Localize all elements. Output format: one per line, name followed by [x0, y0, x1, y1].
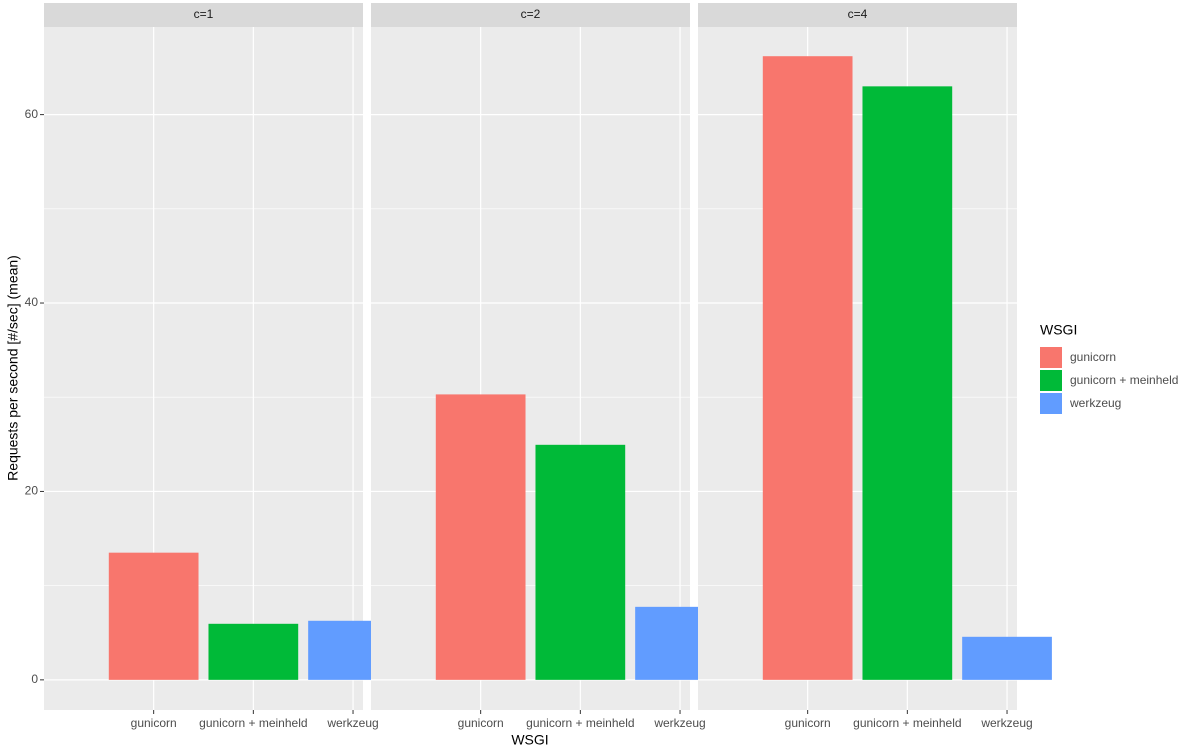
- x-tick-label: gunicorn + meinheld: [199, 716, 307, 730]
- x-tick-label: gunicorn: [131, 716, 177, 730]
- bar: [862, 86, 953, 680]
- legend-key: [1040, 393, 1062, 414]
- legend-label: gunicorn + meinheld: [1070, 373, 1178, 387]
- y-tick-label: 60: [25, 107, 39, 121]
- legend-label: werkzeug: [1069, 396, 1121, 410]
- x-tick-label: werkzeug: [326, 716, 378, 730]
- y-tick-label: 0: [31, 672, 38, 686]
- y-axis-title: Requests per second [#/sec] (mean): [5, 255, 21, 481]
- legend-key: [1040, 370, 1062, 391]
- bar: [962, 636, 1052, 680]
- bar: [435, 394, 526, 680]
- bar: [208, 623, 299, 680]
- x-tick-label: gunicorn: [458, 716, 504, 730]
- bar: [108, 552, 199, 680]
- y-tick-label: 40: [25, 295, 39, 309]
- strip: [371, 3, 690, 27]
- panel: [698, 27, 1017, 710]
- strip: [44, 3, 363, 27]
- x-tick-label: gunicorn + meinheld: [853, 716, 961, 730]
- facet-title: c=2: [521, 7, 541, 21]
- legend-title: WSGI: [1040, 322, 1077, 338]
- panel: [371, 27, 690, 710]
- y-tick-label: 20: [25, 484, 39, 498]
- facet-title: c=1: [194, 7, 214, 21]
- panel: [44, 27, 363, 710]
- legend-label: gunicorn: [1070, 350, 1116, 364]
- x-tick-label: werkzeug: [980, 716, 1032, 730]
- bar: [762, 56, 853, 680]
- legend-key: [1040, 347, 1062, 368]
- x-tick-label: gunicorn + meinheld: [526, 716, 634, 730]
- strip: [698, 3, 1017, 27]
- x-axis-title: WSGI: [511, 732, 548, 748]
- x-tick-label: werkzeug: [653, 716, 705, 730]
- x-tick-label: gunicorn: [785, 716, 831, 730]
- bar: [535, 444, 626, 680]
- facet-title: c=4: [848, 7, 868, 21]
